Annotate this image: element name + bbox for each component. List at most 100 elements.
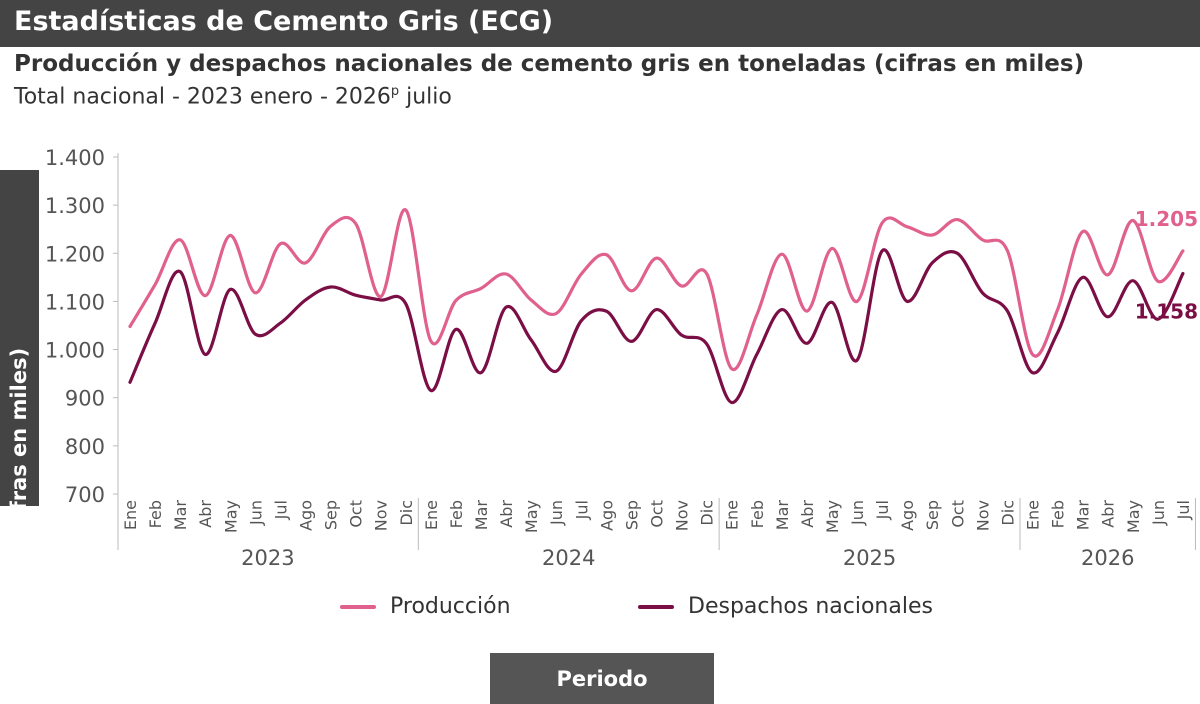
data-point-produccion [1056,308,1059,311]
data-point-produccion [154,283,157,286]
y-tick-label: 1.300 [45,194,105,218]
chart-subtitle-tail: julio [399,84,452,110]
data-point-despachos [329,285,332,288]
x-tick-label: Jul [572,500,591,520]
x-tick-label: Feb [447,500,466,528]
legend-swatch-produccion [340,604,376,609]
data-point-produccion [680,285,683,288]
data-point-despachos [680,334,683,337]
data-point-produccion [655,257,658,260]
x-tick-label: May [221,500,240,533]
data-point-despachos [881,249,884,252]
data-point-produccion [1081,230,1084,233]
data-point-despachos [404,302,407,305]
data-point-produccion [454,299,457,302]
end-value-label-despachos: 1.158 [1135,300,1198,324]
data-point-produccion [404,208,407,211]
data-point-produccion [881,221,884,224]
header-bar: Estadísticas de Cemento Gris (ECG) [0,0,1200,47]
data-point-despachos [605,310,608,313]
year-label: 2024 [542,546,595,570]
x-tick-label: Abr [196,500,215,528]
data-point-despachos [956,252,959,255]
data-point-produccion [479,287,482,290]
x-tick-label: Sep [923,500,942,530]
data-point-produccion [329,225,332,228]
data-point-despachos [981,291,984,294]
data-point-despachos [204,353,207,356]
data-point-produccion [805,310,808,313]
data-point-despachos [931,261,934,264]
data-point-produccion [580,272,583,275]
data-point-despachos [304,298,307,301]
data-point-produccion [755,313,758,316]
x-tick-label: Jun [246,500,265,526]
year-label: 2023 [241,546,294,570]
x-tick-label: May [823,500,842,533]
data-point-produccion [530,298,533,301]
x-tick-label: Feb [748,500,767,528]
x-tick-label: Jun [848,500,867,526]
data-point-produccion [179,238,182,241]
data-point-produccion [1181,249,1184,252]
data-point-despachos [655,308,658,311]
x-tick-label: Jul [873,500,892,520]
data-point-despachos [906,300,909,303]
year-label: 2026 [1081,546,1134,570]
data-point-produccion [830,247,833,250]
data-point-despachos [154,322,157,325]
data-point-produccion [956,218,959,221]
data-point-despachos [856,359,859,362]
legend-swatch-despachos [638,604,674,609]
data-point-despachos [254,333,257,336]
x-tick-label: Sep [622,500,641,530]
x-tick-label: Ago [898,500,917,531]
x-tick-label: Jun [1149,500,1168,526]
data-point-produccion [1006,249,1009,252]
x-axis-label-box: Periodo [490,653,714,704]
x-tick-label: Jun [547,500,566,526]
header-title: Estadísticas de Cemento Gris (ECG) [14,6,554,37]
data-point-produccion [229,234,232,237]
data-point-despachos [229,288,232,291]
x-tick-label: May [522,500,541,533]
x-tick-label: Ene [422,500,441,530]
chart-subtitle-main: Total nacional - 2023 enero - 2026 [14,84,391,110]
x-tick-label: Oct [647,500,666,528]
series-line-produccion [128,208,1185,371]
x-tick-label: Mar [1074,500,1093,531]
x-tick-label: Ago [597,500,616,531]
data-point-despachos [580,319,583,322]
y-tick-label: 1.100 [45,290,105,314]
y-tick-label: 1.400 [45,146,105,170]
x-axis-label: Periodo [556,666,648,691]
x-tick-label: Jul [271,500,290,520]
legend-label-produccion: Producción [390,594,511,619]
data-point-despachos [505,306,508,309]
y-tick-label: 900 [65,387,105,411]
series-line-despachos [128,248,1185,405]
data-point-despachos [279,322,282,325]
x-tick-label: Oct [347,500,366,528]
x-tick-label: Jul [1174,500,1193,520]
data-point-despachos [179,270,182,273]
data-point-despachos [1081,276,1084,279]
data-point-despachos [555,370,558,373]
data-point-despachos [780,308,783,311]
x-tick-label: May [1124,500,1143,533]
legend-item-despachos[interactable]: Despachos nacionales [638,594,933,619]
data-point-produccion [780,253,783,256]
data-point-produccion [856,300,859,303]
data-point-despachos [429,389,432,392]
data-point-despachos [805,342,808,345]
x-tick-label: Ago [296,500,315,531]
data-point-despachos [705,342,708,345]
chart-subtitle-superscript: p [390,84,400,99]
legend-item-produccion[interactable]: Producción [340,594,511,619]
data-point-produccion [1156,280,1159,283]
year-label: 2025 [843,546,896,570]
x-tick-label: Oct [948,500,967,528]
x-tick-label: Nov [673,500,692,531]
data-point-produccion [605,253,608,256]
